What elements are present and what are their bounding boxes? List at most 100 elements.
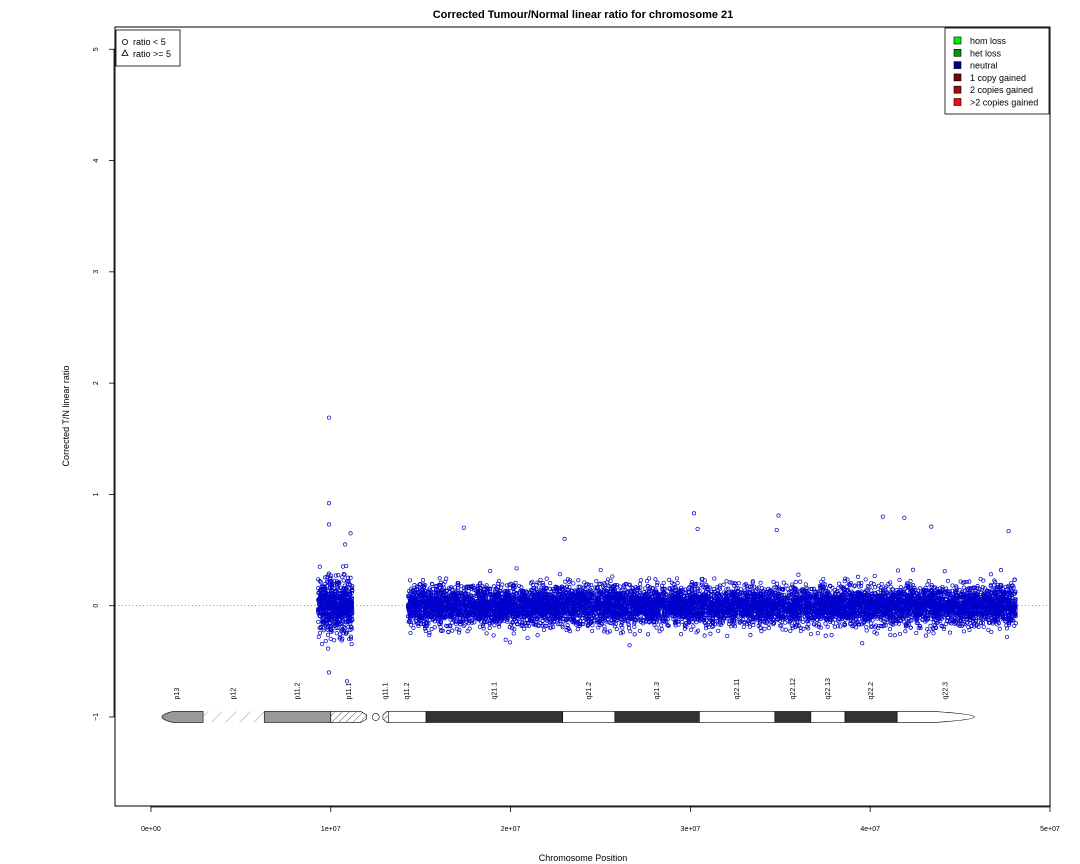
- data-point: [339, 628, 344, 633]
- data-point: [330, 581, 335, 586]
- data-point: [408, 630, 413, 635]
- data-point: [911, 583, 916, 588]
- data-point: [346, 582, 351, 587]
- data-point: [340, 564, 346, 569]
- data-point: [781, 580, 786, 585]
- data-point: [349, 642, 354, 647]
- x-axis-label: Chromosome Position: [539, 853, 628, 863]
- data-point: [941, 627, 946, 632]
- data-point: [888, 632, 893, 637]
- data-point: [344, 563, 349, 568]
- data-point: [331, 605, 336, 610]
- data-point: [835, 624, 840, 629]
- data-point: [803, 582, 808, 587]
- data-point: [680, 619, 685, 624]
- data-point: [638, 582, 643, 587]
- data-point: [335, 590, 340, 595]
- data-point: [335, 625, 340, 630]
- data-point: [335, 583, 340, 588]
- x-tick-label: 4e+07: [860, 826, 880, 833]
- data-point: [341, 578, 346, 583]
- data-point: [349, 626, 354, 631]
- data-point: [324, 617, 329, 622]
- data-point: [320, 642, 325, 647]
- x-tick-label: 1e+07: [321, 826, 341, 833]
- data-point: [330, 612, 335, 617]
- data-point: [659, 583, 665, 588]
- data-point: [637, 589, 642, 594]
- data-point: [456, 581, 461, 586]
- y-tick-label: −1: [93, 713, 100, 721]
- y-tick-label: 2: [93, 381, 100, 385]
- x-tick-label: 0e+00: [141, 826, 161, 833]
- data-point: [333, 596, 338, 602]
- data-point: [695, 628, 701, 633]
- data-point: [348, 575, 353, 580]
- data-point: [605, 630, 610, 635]
- data-point: [316, 577, 321, 582]
- data-point: [918, 586, 923, 591]
- data-point: [879, 581, 884, 587]
- data-point: [437, 576, 442, 581]
- data-point: [1012, 577, 1017, 582]
- data-point: [323, 596, 328, 601]
- data-point: [759, 629, 764, 634]
- data-point: [637, 628, 642, 633]
- data-point: [484, 631, 489, 636]
- data-point: [514, 566, 519, 571]
- data-point: [334, 621, 340, 627]
- data-point: [1007, 622, 1012, 627]
- data-point: [340, 575, 345, 580]
- data-point: [783, 620, 788, 625]
- data-point: [498, 589, 503, 594]
- data-point: [335, 613, 340, 618]
- data-point: [317, 599, 322, 604]
- data-point: [319, 584, 324, 589]
- data-point: [322, 609, 327, 615]
- data-point: [341, 590, 346, 595]
- data-point: [324, 574, 329, 579]
- data-point: [316, 586, 321, 591]
- data-point: [729, 580, 734, 585]
- data-point: [557, 572, 562, 577]
- data-point: [596, 625, 601, 630]
- data-point: [327, 606, 332, 611]
- data-point: [564, 584, 570, 589]
- data-point: [525, 635, 530, 641]
- data-point: [343, 598, 348, 603]
- data-point: [544, 585, 549, 590]
- data-point: [967, 579, 972, 584]
- data-point: [344, 600, 349, 605]
- data-point: [950, 583, 955, 588]
- data-point: [477, 624, 482, 629]
- data-point: [432, 625, 437, 630]
- data-point: [852, 584, 857, 589]
- data-point: [788, 628, 793, 633]
- data-point: [878, 587, 883, 592]
- data-point: [341, 572, 346, 577]
- data-point: [450, 620, 455, 625]
- data-point: [980, 621, 985, 626]
- data-point: [427, 633, 432, 638]
- data-point: [712, 576, 717, 581]
- data-point: [346, 579, 351, 584]
- data-point: [347, 636, 352, 642]
- data-point: [317, 630, 322, 636]
- data-point: [565, 625, 570, 630]
- data-point: [327, 611, 332, 616]
- x-tick-label: 2e+07: [501, 826, 521, 833]
- data-point: [322, 586, 327, 591]
- data-point: [928, 623, 933, 628]
- data-point: [620, 630, 625, 635]
- data-point: [673, 585, 678, 590]
- data-point: [327, 620, 332, 625]
- data-point: [349, 586, 354, 591]
- data-point: [827, 583, 833, 588]
- y-tick-label: 4: [93, 158, 100, 162]
- data-point: [339, 612, 344, 617]
- data-point: [607, 629, 612, 634]
- data-point: [340, 636, 345, 641]
- y-tick-label: 3: [93, 270, 100, 274]
- data-point: [829, 633, 834, 638]
